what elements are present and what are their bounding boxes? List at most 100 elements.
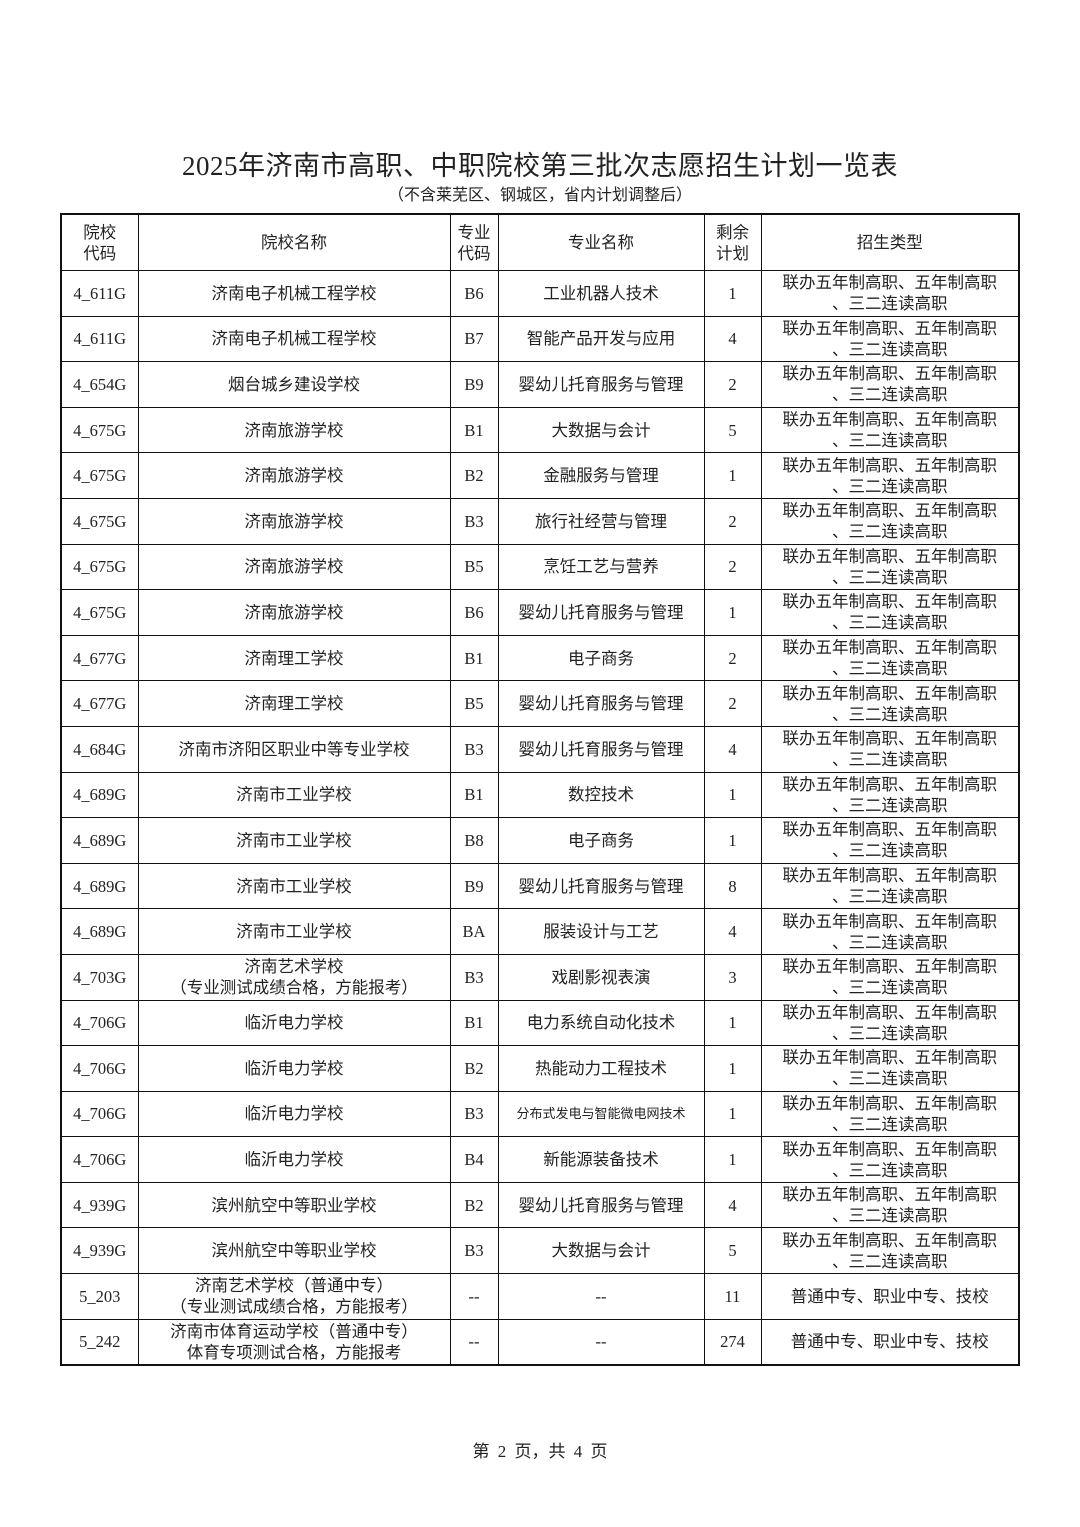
cell-major-code: B1 <box>449 406 499 454</box>
cell-remaining-plan: 1 <box>703 1090 762 1138</box>
cell-school-name: 滨州航空中等职业学校 <box>137 1181 451 1229</box>
cell-remaining-plan: 2 <box>703 680 762 727</box>
cell-enrollment-type: 普通中专、职业中专、技校 <box>760 1318 1020 1366</box>
cell-school-name: 济南电子机械工程学校 <box>137 315 451 363</box>
table-row: 4_706G 临沂电力学校 B1 电力系统自动化技术 1 联办五年制高职、五年制高职 、三… <box>60 999 1020 1047</box>
cell-major-name: 大数据与会计 <box>497 1227 705 1275</box>
cell-major-name: 新能源装备技术 <box>497 1136 705 1183</box>
cell-remaining-plan: 1 <box>703 589 762 636</box>
table-row: 4_689G 济南市工业学校 B9 婴幼儿托育服务与管理 8 联办五年制高职、五年制高职 … <box>60 862 1020 910</box>
table-row: 5_242 济南市体育运动学校（普通中专） 体育专项测试合格，方能报考 -- -- 27… <box>60 1318 1020 1366</box>
cell-major-name: 婴幼儿托育服务与管理 <box>497 589 705 636</box>
cell-school-name: 济南理工学校 <box>137 634 451 682</box>
cell-enrollment-type: 联办五年制高职、五年制高职 、三二连读高职 <box>760 1136 1020 1183</box>
cell-enrollment-type: 联办五年制高职、五年制高职 、三二连读高职 <box>760 1090 1020 1138</box>
cell-major-name: 数控技术 <box>497 771 705 819</box>
table-header-row: 院校 代码 院校名称 专业 代码 专业名称 剩余 计划 招生类型 <box>60 213 1020 271</box>
header-enrollment-type: 招生类型 <box>760 213 1020 271</box>
cell-school-name: 济南理工学校 <box>137 680 451 727</box>
table-row: 5_203 济南艺术学校（普通中专） （专业测试成绩合格，方能报考） -- -- 11 普… <box>60 1273 1020 1320</box>
cell-school-name: 济南艺术学校 （专业测试成绩合格，方能报考） <box>137 953 451 1001</box>
cell-remaining-plan: 2 <box>703 497 762 545</box>
cell-remaining-plan: 4 <box>703 315 762 363</box>
cell-school-code: 4_689G <box>60 771 139 819</box>
cell-major-code: B2 <box>449 452 499 499</box>
cell-major-name: 烹饪工艺与营养 <box>497 543 705 591</box>
cell-major-code: B8 <box>449 817 499 864</box>
cell-major-name: 旅行社经营与管理 <box>497 497 705 545</box>
page-title: 2025年济南市高职、中职院校第三批次志愿招生计划一览表 <box>182 151 898 181</box>
cell-school-name: 临沂电力学校 <box>137 999 451 1047</box>
cell-major-code: B9 <box>449 862 499 910</box>
cell-remaining-plan: 1 <box>703 999 762 1047</box>
cell-major-code: B3 <box>449 725 499 773</box>
cell-school-name: 济南市济阳区职业中等专业学校 <box>137 725 451 773</box>
table-row: 4_939G 滨州航空中等职业学校 B3 大数据与会计 5 联办五年制高职、五年制高职 、… <box>60 1227 1020 1275</box>
cell-school-name: 济南电子机械工程学校 <box>137 270 451 317</box>
cell-school-name: 济南市工业学校 <box>137 862 451 910</box>
cell-remaining-plan: 2 <box>703 634 762 682</box>
cell-major-code: B4 <box>449 1136 499 1183</box>
cell-enrollment-type: 联办五年制高职、五年制高职 、三二连读高职 <box>760 589 1020 636</box>
cell-major-code: BA <box>449 908 499 955</box>
cell-enrollment-type: 联办五年制高职、五年制高职 、三二连读高职 <box>760 1181 1020 1229</box>
cell-enrollment-type: 联办五年制高职、五年制高职 、三二连读高职 <box>760 634 1020 682</box>
table-row: 4_689G 济南市工业学校 BA 服装设计与工艺 4 联办五年制高职、五年制高职 、三二… <box>60 908 1020 955</box>
cell-major-code: -- <box>449 1318 499 1366</box>
cell-remaining-plan: 274 <box>703 1318 762 1366</box>
cell-major-name: 分布式发电与智能微电网技术 <box>497 1090 705 1138</box>
page-number: 第 2 页，共 4 页 <box>472 1442 608 1461</box>
cell-school-code: 4_654G <box>60 361 139 408</box>
cell-school-code: 4_677G <box>60 680 139 727</box>
cell-major-code: B3 <box>449 1090 499 1138</box>
table-row: 4_675G 济南旅游学校 B3 旅行社经营与管理 2 联办五年制高职、五年制高职 、三二… <box>60 497 1020 545</box>
cell-school-name: 临沂电力学校 <box>137 1090 451 1138</box>
cell-enrollment-type: 联办五年制高职、五年制高职 、三二连读高职 <box>760 999 1020 1047</box>
cell-enrollment-type: 联办五年制高职、五年制高职 、三二连读高职 <box>760 543 1020 591</box>
cell-major-code: B1 <box>449 771 499 819</box>
cell-major-name: 婴幼儿托育服务与管理 <box>497 862 705 910</box>
page-subtitle: （不含莱芜区、钢城区，省内计划调整后） <box>387 187 692 204</box>
cell-remaining-plan: 1 <box>703 771 762 819</box>
table-row: 4_939G 滨州航空中等职业学校 B2 婴幼儿托育服务与管理 4 联办五年制高职、五年制… <box>60 1181 1020 1229</box>
table-row: 4_706G 临沂电力学校 B4 新能源装备技术 1 联办五年制高职、五年制高职 、三二连… <box>60 1136 1020 1183</box>
cell-major-code: B7 <box>449 315 499 363</box>
cell-enrollment-type: 联办五年制高职、五年制高职 、三二连读高职 <box>760 862 1020 910</box>
cell-major-name: -- <box>497 1318 705 1366</box>
cell-remaining-plan: 1 <box>703 270 762 317</box>
cell-school-code: 4_939G <box>60 1227 139 1275</box>
cell-major-name: 戏剧影视表演 <box>497 953 705 1001</box>
cell-major-code: B6 <box>449 270 499 317</box>
cell-enrollment-type: 联办五年制高职、五年制高职 、三二连读高职 <box>760 680 1020 727</box>
cell-school-name: 济南旅游学校 <box>137 452 451 499</box>
cell-remaining-plan: 5 <box>703 406 762 454</box>
table-row: 4_689G 济南市工业学校 B1 数控技术 1 联办五年制高职、五年制高职 、三二连读高… <box>60 771 1020 819</box>
cell-enrollment-type: 联办五年制高职、五年制高职 、三二连读高职 <box>760 817 1020 864</box>
cell-school-name: 滨州航空中等职业学校 <box>137 1227 451 1275</box>
cell-school-code: 4_689G <box>60 908 139 955</box>
table-row: 4_675G 济南旅游学校 B2 金融服务与管理 1 联办五年制高职、五年制高职 、三二连… <box>60 452 1020 499</box>
cell-major-code: -- <box>449 1273 499 1320</box>
cell-school-code: 4_675G <box>60 452 139 499</box>
cell-enrollment-type: 联办五年制高职、五年制高职 、三二连读高职 <box>760 361 1020 408</box>
cell-major-name: 电子商务 <box>497 634 705 682</box>
header-remaining-plan: 剩余 计划 <box>703 213 762 271</box>
cell-major-code: B2 <box>449 1181 499 1229</box>
cell-enrollment-type: 联办五年制高职、五年制高职 、三二连读高职 <box>760 1227 1020 1275</box>
cell-school-code: 4_611G <box>60 270 139 317</box>
cell-major-name: 电子商务 <box>497 817 705 864</box>
cell-major-code: B9 <box>449 361 499 408</box>
table-row: 4_611G 济南电子机械工程学校 B6 工业机器人技术 1 联办五年制高职、五年制高职 … <box>60 270 1020 317</box>
cell-remaining-plan: 1 <box>703 452 762 499</box>
cell-enrollment-type: 联办五年制高职、五年制高职 、三二连读高职 <box>760 771 1020 819</box>
cell-enrollment-type: 联办五年制高职、五年制高职 、三二连读高职 <box>760 406 1020 454</box>
cell-school-name: 济南市工业学校 <box>137 908 451 955</box>
table-row: 4_703G 济南艺术学校 （专业测试成绩合格，方能报考） B3 戏剧影视表演 3 联办五… <box>60 953 1020 1001</box>
cell-school-name: 济南艺术学校（普通中专） （专业测试成绩合格，方能报考） <box>137 1273 451 1320</box>
header-school-code: 院校 代码 <box>60 213 139 271</box>
table-row: 4_689G 济南市工业学校 B8 电子商务 1 联办五年制高职、五年制高职 、三二连读高… <box>60 817 1020 864</box>
cell-school-name: 烟台城乡建设学校 <box>137 361 451 408</box>
cell-remaining-plan: 1 <box>703 817 762 864</box>
cell-enrollment-type: 联办五年制高职、五年制高职 、三二连读高职 <box>760 497 1020 545</box>
header-major-code: 专业 代码 <box>449 213 499 271</box>
